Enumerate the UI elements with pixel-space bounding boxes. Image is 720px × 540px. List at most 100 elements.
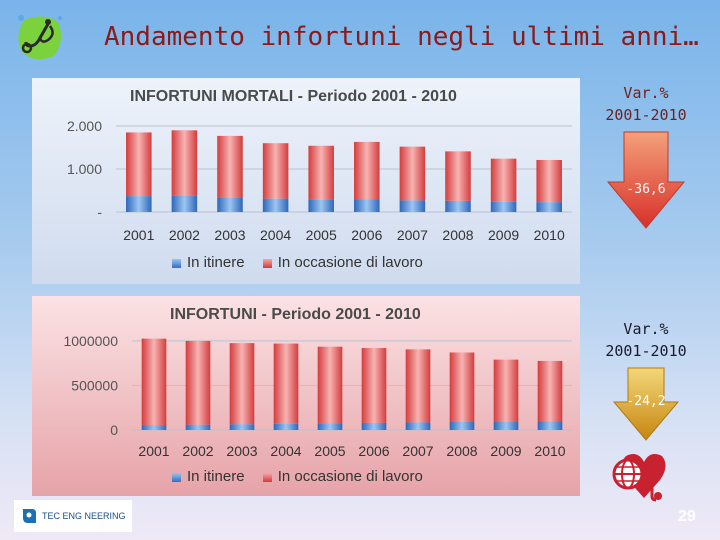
x-tick-label: 2007 <box>402 443 433 459</box>
chart-title: INFORTUNI - Periodo 2001 - 2010 <box>170 306 421 323</box>
legend-label: In occasione di lavoro <box>277 254 423 271</box>
bar-in-occasione-di-lavoro <box>361 348 387 423</box>
x-tick-label: 2010 <box>534 443 565 459</box>
bar-in-occasione-di-lavoro <box>449 352 475 422</box>
bar-in-itinere <box>308 199 334 212</box>
y-tick-label: 0 <box>110 422 118 438</box>
bar-in-itinere <box>445 200 471 212</box>
x-tick-label: 2007 <box>397 227 428 243</box>
company-logo-icon <box>20 507 38 525</box>
legend-label: In itinere <box>187 254 245 271</box>
variation-label-2: Var.% 2001-2010 <box>598 318 694 362</box>
bar-in-itinere <box>229 424 255 430</box>
bar-in-itinere <box>273 423 299 430</box>
legend: In itinere In occasione di lavoro <box>172 254 423 271</box>
x-tick-label: 2004 <box>270 443 301 459</box>
bar-in-itinere <box>354 199 380 212</box>
bar-in-occasione-di-lavoro <box>141 338 167 426</box>
legend-swatch-blue <box>172 472 181 482</box>
bar-in-occasione-di-lavoro <box>229 343 255 425</box>
legend-item-lavoro: In occasione di lavoro <box>262 254 423 271</box>
y-tick-label: - <box>97 204 102 220</box>
x-tick-label: 2002 <box>182 443 213 459</box>
bar-in-occasione-di-lavoro <box>399 146 426 201</box>
bar-in-occasione-di-lavoro <box>273 343 299 424</box>
x-tick-label: 2002 <box>169 227 200 243</box>
x-tick-label: 2001 <box>123 227 154 243</box>
x-tick-label: 2009 <box>488 227 519 243</box>
legend-item-in-itinere: In itinere <box>172 254 245 271</box>
bar-in-occasione-di-lavoro <box>317 346 343 424</box>
bar-in-itinere <box>217 197 243 212</box>
legend-label: In occasione di lavoro <box>277 468 423 485</box>
bar-in-occasione-di-lavoro <box>537 360 563 422</box>
legend: In itinere In occasione di lavoro <box>172 468 423 485</box>
bar-in-itinere <box>537 421 563 430</box>
company-logo: TEC ENG NEERING <box>14 500 132 532</box>
bar-in-itinere <box>126 196 152 212</box>
slide-title: Andamento infortuni negli ultimi anni… <box>104 22 699 52</box>
legend-swatch-red <box>262 258 272 268</box>
bar-in-itinere <box>493 421 519 430</box>
x-tick-label: 2001 <box>138 443 169 459</box>
variation-label-1: Var.% 2001-2010 <box>598 82 694 126</box>
x-tick-label: 2008 <box>442 227 473 243</box>
x-tick-label: 2008 <box>446 443 477 459</box>
bar-in-occasione-di-lavoro <box>536 159 562 203</box>
bar-in-occasione-di-lavoro <box>354 141 380 200</box>
bar-in-itinere <box>185 424 211 430</box>
y-tick-label: 1000000 <box>63 333 118 349</box>
bar-in-itinere <box>449 421 475 430</box>
bar-in-itinere <box>405 422 431 430</box>
variation-label-line: Var.% <box>623 84 669 102</box>
chart-panel-injuries: INFORTUNI - Periodo 2001 - 2010 0 500000 1… <box>32 296 580 496</box>
bar-in-occasione-di-lavoro <box>217 135 243 198</box>
x-tick-label: 2005 <box>314 443 345 459</box>
legend-swatch-red <box>262 472 272 482</box>
bar-in-itinere <box>141 425 167 430</box>
bar-in-itinere <box>361 422 387 430</box>
chart-panel-fatal-injuries: INFORTUNI MORTALI - Periodo 2001 - 2010 … <box>32 78 580 284</box>
bar-in-occasione-di-lavoro <box>445 151 471 201</box>
bar-in-itinere <box>262 198 289 212</box>
bar-in-occasione-di-lavoro <box>185 340 211 425</box>
legend-item-in-itinere: In itinere <box>172 468 245 485</box>
variation-value-2: -24,2 <box>626 394 666 409</box>
y-tick-label: 500000 <box>71 377 118 393</box>
bar-in-occasione-di-lavoro <box>262 143 289 199</box>
y-tick-label: 2.000 <box>67 118 102 134</box>
legend-swatch-blue <box>172 258 181 268</box>
chart-title: INFORTUNI MORTALI - Periodo 2001 - 2010 <box>130 88 457 105</box>
variation-label-line: Var.% <box>623 320 669 338</box>
bar-in-occasione-di-lavoro <box>405 349 431 423</box>
bar-in-itinere <box>317 423 343 430</box>
variation-value-1: -36,6 <box>626 182 666 197</box>
bar-in-occasione-di-lavoro <box>490 158 517 202</box>
bar-in-occasione-di-lavoro <box>171 130 198 196</box>
x-tick-label: 2006 <box>358 443 389 459</box>
x-tick-label: 2003 <box>214 227 245 243</box>
down-arrow-icon: -36,6 <box>606 130 686 230</box>
chart-fatal-injuries: - 1.000 2.000 2001 2002 2003 2004 2005 2006 2007 2… <box>67 118 572 243</box>
stethoscope-logo-icon <box>14 12 64 62</box>
x-tick-label: 2004 <box>260 227 291 243</box>
x-tick-label: 2005 <box>306 227 337 243</box>
bar-in-occasione-di-lavoro <box>308 145 334 200</box>
x-tick-label: 2003 <box>226 443 257 459</box>
bar-in-itinere <box>171 195 198 212</box>
legend-item-lavoro: In occasione di lavoro <box>262 468 423 485</box>
bar-in-itinere <box>399 200 426 212</box>
bar-in-itinere <box>490 201 517 212</box>
company-logo-text: TEC ENG NEERING <box>42 511 126 521</box>
globe-heart-icon <box>608 450 666 502</box>
page-number: 29 <box>678 508 696 525</box>
x-tick-label: 2006 <box>351 227 382 243</box>
x-tick-label: 2009 <box>490 443 521 459</box>
x-tick-label: 2010 <box>534 227 565 243</box>
legend-label: In itinere <box>187 468 245 485</box>
bar-in-occasione-di-lavoro <box>126 132 152 197</box>
chart-injuries: 0 500000 1000000 2001 2002 2003 2004 2005 2006 20… <box>63 333 572 459</box>
down-arrow-icon: -24,2 <box>612 366 680 442</box>
variation-label-line: 2001-2010 <box>605 106 687 124</box>
bar-in-itinere <box>536 202 562 212</box>
